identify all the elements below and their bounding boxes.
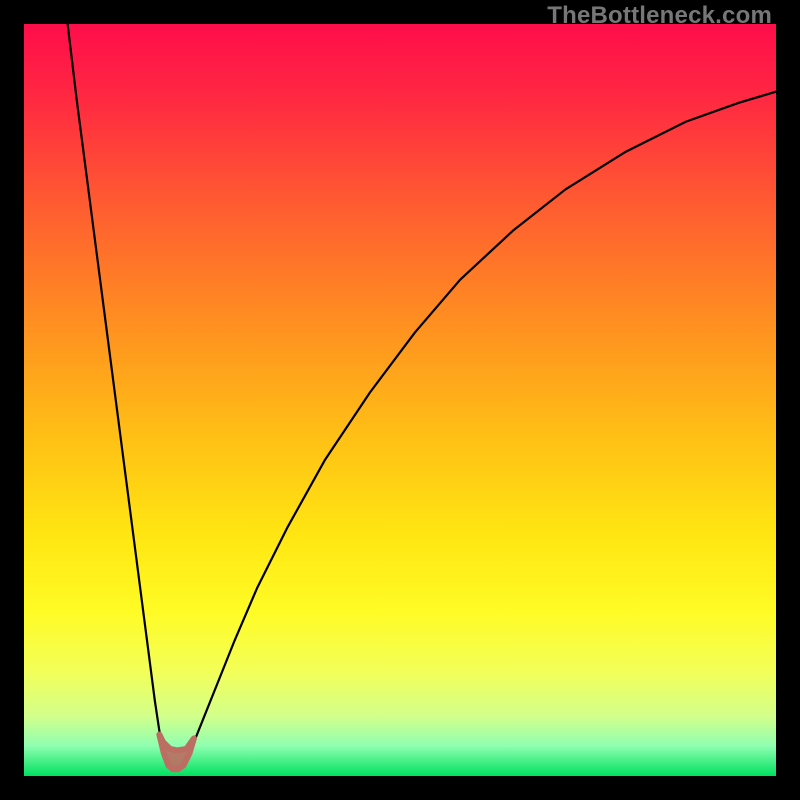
chart-container: TheBottleneck.com — [0, 0, 800, 800]
gradient-background — [24, 24, 776, 776]
frame-border-left — [0, 0, 24, 800]
plot-area — [24, 24, 776, 776]
frame-border-right — [776, 0, 800, 800]
bottleneck-chart — [24, 24, 776, 776]
frame-border-bottom — [0, 776, 800, 800]
watermark-text: TheBottleneck.com — [547, 2, 772, 30]
